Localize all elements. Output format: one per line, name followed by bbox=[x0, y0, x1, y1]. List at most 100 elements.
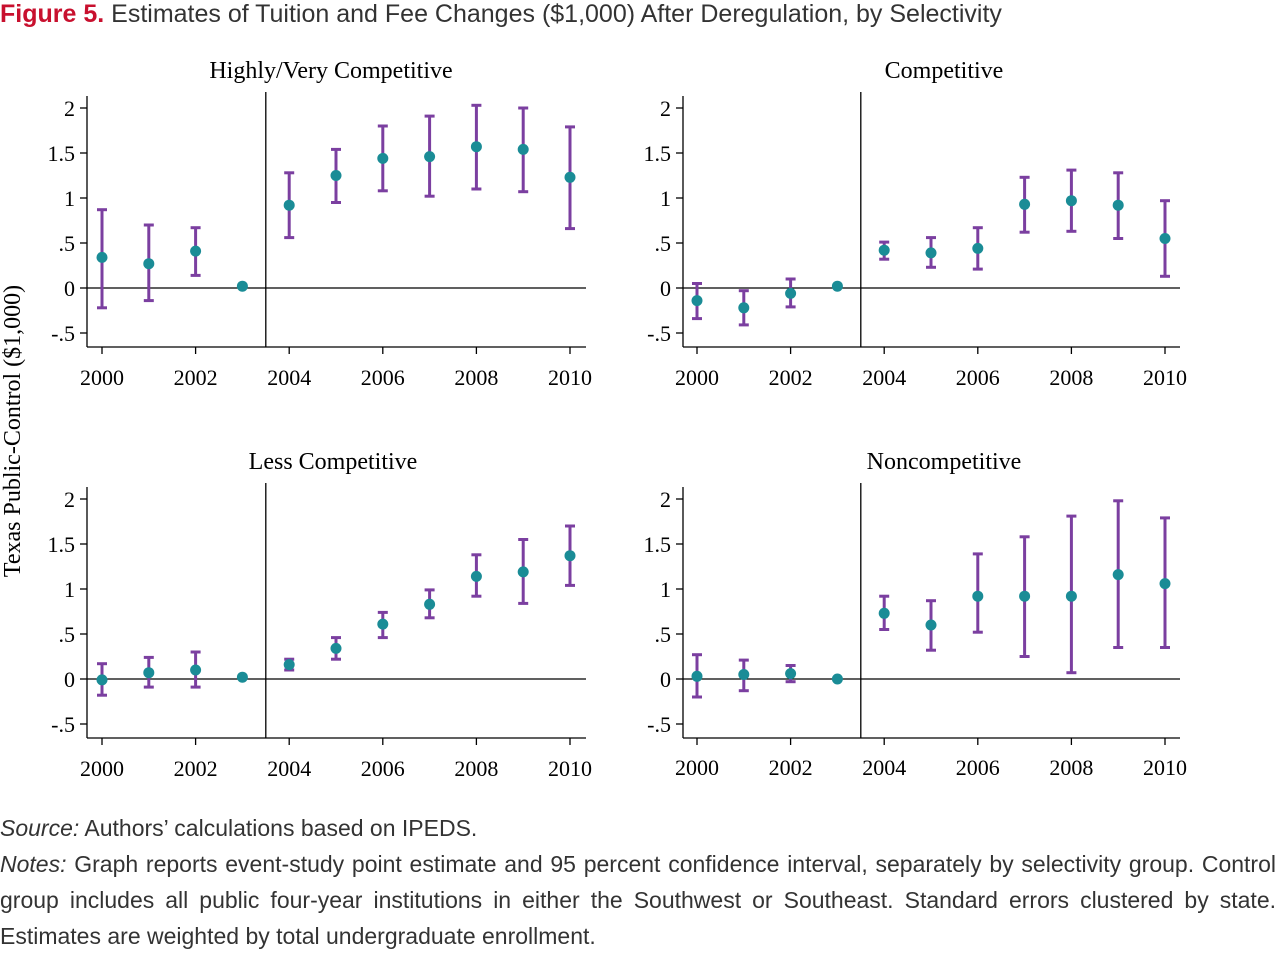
x-tick-label: 2006 bbox=[361, 365, 405, 390]
y-tick-label: 0 bbox=[64, 276, 75, 301]
x-tick-label: 2002 bbox=[769, 365, 813, 390]
x-tick-label: 2010 bbox=[548, 365, 592, 390]
data-point bbox=[424, 598, 436, 610]
data-point bbox=[564, 171, 576, 183]
data-point bbox=[283, 199, 295, 211]
x-tick-label: 2006 bbox=[956, 365, 1000, 390]
y-tick-label: 1 bbox=[660, 186, 671, 211]
y-tick-label: 1.5 bbox=[644, 532, 672, 557]
data-point bbox=[517, 566, 529, 578]
data-point bbox=[1159, 233, 1171, 244]
data-point bbox=[190, 664, 202, 676]
data-point bbox=[925, 247, 937, 259]
x-tick-label: 2000 bbox=[80, 756, 124, 781]
panel-title: Competitive bbox=[885, 58, 1004, 84]
chart-panel-3: Less Competitive -.5 0 .5 1 1.5 2 2000 2002 2004 2… bbox=[48, 449, 593, 781]
x-tick-label: 2000 bbox=[675, 365, 719, 390]
data-point bbox=[424, 151, 436, 163]
data-point bbox=[517, 143, 529, 155]
data-point bbox=[96, 674, 108, 686]
figure-label: Figure 5. bbox=[0, 0, 105, 28]
y-tick-label: .5 bbox=[59, 231, 76, 256]
x-tick-label: 2010 bbox=[548, 756, 592, 781]
data-point bbox=[738, 669, 750, 680]
source-text: Authors’ calculations based on IPEDS. bbox=[79, 815, 478, 841]
y-tick-label: 1.5 bbox=[48, 532, 76, 557]
y-tick-label: 1 bbox=[64, 577, 75, 602]
data-point bbox=[330, 642, 342, 654]
data-point bbox=[564, 550, 576, 562]
data-point bbox=[1065, 195, 1077, 207]
data-point bbox=[143, 667, 155, 679]
y-tick-label: -.5 bbox=[51, 712, 75, 737]
data-point bbox=[1112, 569, 1124, 581]
data-point bbox=[1112, 199, 1124, 211]
x-tick-label: 2010 bbox=[1143, 365, 1187, 390]
data-point bbox=[96, 251, 108, 263]
panel-title: Less Competitive bbox=[249, 449, 418, 475]
y-tick-label: 0 bbox=[660, 276, 671, 301]
x-tick-label: 2004 bbox=[862, 365, 906, 390]
data-point bbox=[236, 671, 248, 683]
data-point bbox=[377, 152, 389, 164]
x-tick-label: 2004 bbox=[267, 756, 311, 781]
y-tick-label: 2 bbox=[64, 487, 75, 512]
data-point bbox=[691, 670, 703, 682]
data-point bbox=[1019, 198, 1031, 210]
data-point bbox=[878, 607, 890, 619]
x-tick-label: 2010 bbox=[1143, 755, 1187, 780]
y-axis-label: Texas Public-Control ($1,000) bbox=[0, 285, 26, 577]
data-point bbox=[691, 295, 703, 307]
data-point bbox=[283, 659, 295, 671]
x-tick-label: 2008 bbox=[1049, 365, 1093, 390]
data-point bbox=[143, 258, 155, 270]
y-tick-label: .5 bbox=[59, 622, 76, 647]
y-tick-label: 1.5 bbox=[48, 141, 76, 166]
y-tick-label: 1 bbox=[660, 577, 671, 602]
x-tick-label: 2000 bbox=[80, 365, 124, 390]
x-tick-label: 2002 bbox=[174, 365, 218, 390]
data-point bbox=[470, 141, 482, 153]
data-point bbox=[330, 170, 342, 181]
y-tick-label: .5 bbox=[655, 622, 672, 647]
source-note: Source: Authors’ calculations based on I… bbox=[0, 810, 1276, 846]
chart-panel-4: Noncompetitive -.5 0 .5 1 1.5 2 2000 2002 2004 200… bbox=[644, 449, 1188, 780]
notes-label: Notes: bbox=[0, 851, 67, 877]
chart-panel-2: Competitive -.5 0 .5 1 1.5 2 2000 2002 2004 2006 20… bbox=[644, 58, 1188, 390]
y-tick-label: 2 bbox=[64, 96, 75, 121]
x-tick-label: 2002 bbox=[769, 755, 813, 780]
data-point bbox=[1019, 590, 1031, 602]
y-tick-label: -.5 bbox=[51, 321, 75, 346]
source-label: Source: bbox=[0, 815, 80, 841]
y-tick-label: 1 bbox=[64, 186, 75, 211]
x-tick-label: 2002 bbox=[174, 756, 218, 781]
x-tick-label: 2008 bbox=[1049, 755, 1093, 780]
data-point bbox=[831, 673, 843, 685]
data-point bbox=[831, 280, 843, 292]
data-point bbox=[738, 302, 750, 314]
x-tick-label: 2008 bbox=[454, 365, 498, 390]
data-point bbox=[377, 618, 389, 630]
y-tick-label: 0 bbox=[660, 667, 671, 692]
data-point bbox=[1065, 590, 1077, 602]
y-tick-label: 2 bbox=[660, 96, 671, 121]
figure-title: Figure 5. Estimates of Tuition and Fee C… bbox=[0, 0, 1002, 29]
y-tick-label: 0 bbox=[64, 667, 75, 692]
y-tick-label: -.5 bbox=[647, 712, 671, 737]
figure-title-text: Estimates of Tuition and Fee Changes ($1… bbox=[111, 0, 1002, 28]
data-point bbox=[972, 590, 984, 602]
x-tick-label: 2000 bbox=[675, 755, 719, 780]
y-tick-label: -.5 bbox=[647, 321, 671, 346]
notes-block: Notes: Graph reports event-study point e… bbox=[0, 846, 1276, 954]
y-tick-label: 2 bbox=[660, 487, 671, 512]
panel-title: Noncompetitive bbox=[867, 449, 1022, 475]
x-tick-label: 2006 bbox=[361, 756, 405, 781]
x-tick-label: 2004 bbox=[267, 365, 311, 390]
data-point bbox=[785, 668, 797, 680]
data-point bbox=[925, 619, 937, 631]
panel-title: Highly/Very Competitive bbox=[209, 58, 452, 84]
y-tick-label: 1.5 bbox=[644, 141, 672, 166]
data-point bbox=[878, 244, 890, 256]
y-tick-label: .5 bbox=[655, 231, 672, 256]
